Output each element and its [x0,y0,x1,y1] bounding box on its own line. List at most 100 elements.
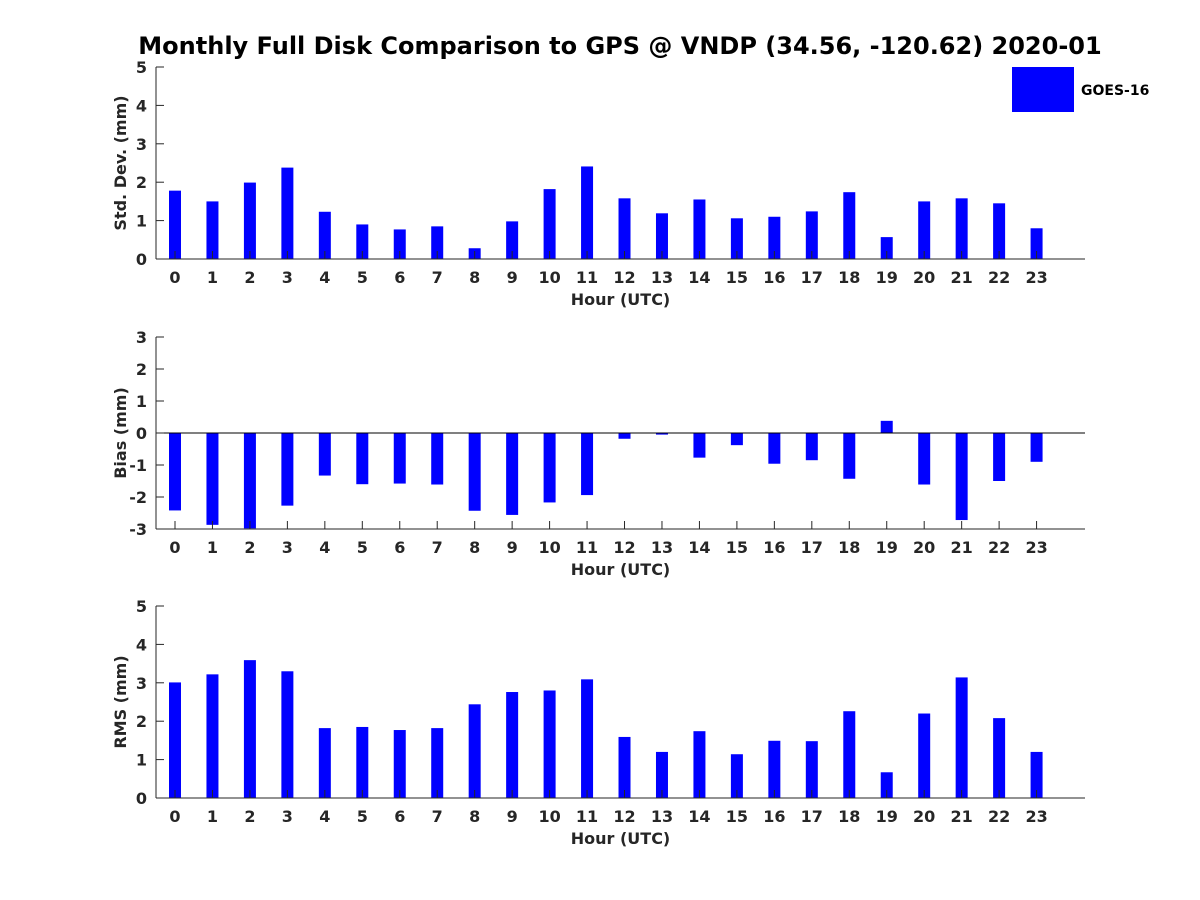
x-tick-label-2-7: 7 [432,538,443,557]
x-tick-label-2-12: 12 [613,538,635,557]
x-tick-label-3-21: 21 [951,807,973,826]
bar-2-hour-20 [918,433,931,485]
x-axis-label-1: Hour (UTC) [571,290,671,309]
bar-1-hour-16 [768,216,781,259]
bar-2-hour-18 [843,433,856,479]
x-tick-label-2-0: 0 [169,538,180,557]
bar-3-hour-9 [506,692,519,798]
x-tick-label-2-2: 2 [244,538,255,557]
x-tick-label-3-10: 10 [538,807,560,826]
x-tick-label-1-14: 14 [688,268,710,287]
bar-2-hour-3 [281,433,294,506]
y-tick-label-3-5: 5 [136,597,147,616]
bar-1-hour-21 [955,198,968,259]
legend-swatch-goes16 [1012,67,1074,112]
y-tick-label-1-3: 3 [136,135,147,154]
x-tick-label-3-17: 17 [801,807,823,826]
y-tick-label-3-1: 1 [136,751,147,770]
bar-3-hour-6 [393,730,406,798]
x-tick-label-3-20: 20 [913,807,935,826]
x-tick-label-3-5: 5 [357,807,368,826]
bar-2-hour-13 [655,433,668,435]
bar-1-hour-4 [318,211,331,259]
x-tick-label-3-16: 16 [763,807,785,826]
y-tick-label-2-5: 2 [136,360,147,379]
y-tick-label-2-4: 1 [136,392,147,411]
y-tick-label-2-0: -3 [129,520,147,539]
bar-1-hour-5 [356,224,369,259]
y-axis-label-3: RMS (mm) [111,655,130,748]
y-tick-label-3-3: 3 [136,674,147,693]
bar-3-hour-2 [243,660,256,798]
x-tick-label-2-23: 23 [1025,538,1047,557]
bar-3-hour-4 [318,728,331,798]
x-tick-label-1-6: 6 [394,268,405,287]
bar-1-hour-22 [993,203,1006,259]
bar-2-hour-19 [880,420,893,433]
bar-3-hour-19 [880,772,893,798]
x-tick-label-2-5: 5 [357,538,368,557]
x-tick-label-3-23: 23 [1025,807,1047,826]
x-tick-label-2-21: 21 [951,538,973,557]
chart-title: Monthly Full Disk Comparison to GPS @ VN… [138,32,1101,60]
bar-2-hour-23 [1030,433,1043,462]
x-tick-label-1-3: 3 [282,268,293,287]
bar-2-hour-5 [356,433,369,485]
bar-3-hour-11 [581,679,594,798]
x-tick-label-2-9: 9 [507,538,518,557]
x-tick-label-1-23: 23 [1025,268,1047,287]
y-tick-label-2-2: -1 [129,456,147,475]
bar-3-hour-5 [356,726,369,798]
x-tick-label-2-13: 13 [651,538,673,557]
bar-3-hour-14 [693,731,706,798]
y-tick-label-2-3: 0 [136,424,147,443]
x-tick-label-1-16: 16 [763,268,785,287]
bar-2-hour-2 [243,433,256,529]
x-tick-label-3-2: 2 [244,807,255,826]
x-tick-label-1-11: 11 [576,268,598,287]
bar-2-hour-0 [169,433,181,511]
x-tick-label-1-19: 19 [876,268,898,287]
x-tick-label-1-1: 1 [207,268,218,287]
bar-2-hour-12 [618,433,631,439]
x-tick-label-1-4: 4 [319,268,330,287]
y-tick-label-1-1: 1 [136,212,147,231]
y-axis-label-2: Bias (mm) [111,387,130,479]
legend: GOES-16 [1012,67,1149,112]
x-tick-label-2-10: 10 [538,538,560,557]
bar-1-hour-20 [918,201,931,259]
bar-2-hour-8 [468,433,481,511]
x-tick-label-1-2: 2 [244,268,255,287]
x-tick-label-3-4: 4 [319,807,330,826]
y-tick-label-3-0: 0 [136,789,147,808]
bar-1-hour-15 [730,218,743,259]
y-tick-label-1-5: 5 [136,58,147,77]
bar-1-hour-6 [393,229,406,259]
bar-1-hour-1 [206,201,219,259]
x-tick-label-1-0: 0 [169,268,180,287]
x-tick-label-2-19: 19 [876,538,898,557]
bar-1-hour-9 [506,221,519,259]
bar-1-hour-10 [543,189,556,259]
x-tick-label-2-20: 20 [913,538,935,557]
x-tick-label-1-5: 5 [357,268,368,287]
bar-3-hour-7 [431,728,444,798]
x-tick-label-3-11: 11 [576,807,598,826]
bar-1-hour-18 [843,192,856,259]
y-tick-label-3-2: 2 [136,712,147,731]
bar-3-hour-21 [955,677,968,798]
bar-3-hour-10 [543,690,556,798]
x-tick-label-3-6: 6 [394,807,405,826]
bar-1-hour-12 [618,198,631,259]
x-tick-label-1-8: 8 [469,268,480,287]
legend-label-goes16: GOES-16 [1081,83,1149,99]
bar-1-hour-14 [693,199,706,259]
x-tick-label-3-22: 22 [988,807,1010,826]
x-tick-label-3-8: 8 [469,807,480,826]
bar-3-hour-22 [993,718,1006,798]
x-tick-label-3-3: 3 [282,807,293,826]
x-tick-label-2-16: 16 [763,538,785,557]
x-tick-label-1-12: 12 [613,268,635,287]
